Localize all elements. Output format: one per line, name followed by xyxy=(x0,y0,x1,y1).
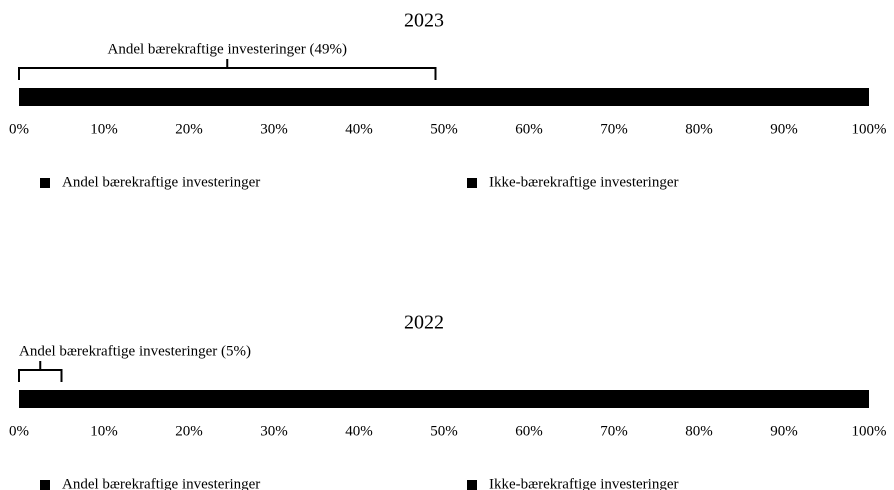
chart-title: 2022 xyxy=(404,312,444,334)
bar-segment xyxy=(435,88,869,106)
x-tick-label: 60% xyxy=(515,121,543,137)
x-tick-label: 0% xyxy=(9,423,29,439)
x-tick-label: 70% xyxy=(600,121,628,137)
x-tick-label: 0% xyxy=(9,121,29,137)
legend-label: Andel bærekraftige investeringer xyxy=(62,174,260,190)
legend-swatch xyxy=(40,178,50,188)
x-tick-label: 50% xyxy=(430,121,458,137)
x-tick-label: 50% xyxy=(430,423,458,439)
x-tick-label: 90% xyxy=(770,121,798,137)
x-tick-label: 60% xyxy=(515,423,543,439)
x-tick-label: 90% xyxy=(770,423,798,439)
x-tick-label: 100% xyxy=(852,423,887,439)
x-tick-label: 20% xyxy=(175,121,203,137)
x-tick-label: 80% xyxy=(685,423,713,439)
legend-label: Andel bærekraftige investeringer xyxy=(62,476,260,490)
x-tick-label: 30% xyxy=(260,121,288,137)
bar-segment xyxy=(19,88,436,106)
x-tick-label: 100% xyxy=(852,121,887,137)
legend-swatch xyxy=(40,480,50,490)
x-tick-label: 10% xyxy=(90,423,118,439)
x-tick-label: 80% xyxy=(685,121,713,137)
annotation-bracket xyxy=(18,361,63,382)
annotation-bracket xyxy=(18,59,437,80)
legend-label: Ikke-bærekraftige investeringer xyxy=(489,174,679,190)
bar-segment xyxy=(19,390,62,408)
x-tick-label: 30% xyxy=(260,423,288,439)
annotation: Andel bærekraftige investeringer (5%) xyxy=(19,343,251,359)
bar-segment xyxy=(61,390,869,408)
chart-title: 2023 xyxy=(404,10,444,32)
legend-swatch xyxy=(467,178,477,188)
annotation: Andel bærekraftige investeringer (49%) xyxy=(108,41,348,57)
x-tick-label: 10% xyxy=(90,121,118,137)
legend-swatch xyxy=(467,480,477,490)
x-tick-label: 40% xyxy=(345,423,373,439)
x-tick-label: 20% xyxy=(175,423,203,439)
legend-label: Ikke-bærekraftige investeringer xyxy=(489,476,679,490)
x-tick-label: 70% xyxy=(600,423,628,439)
x-tick-label: 40% xyxy=(345,121,373,137)
